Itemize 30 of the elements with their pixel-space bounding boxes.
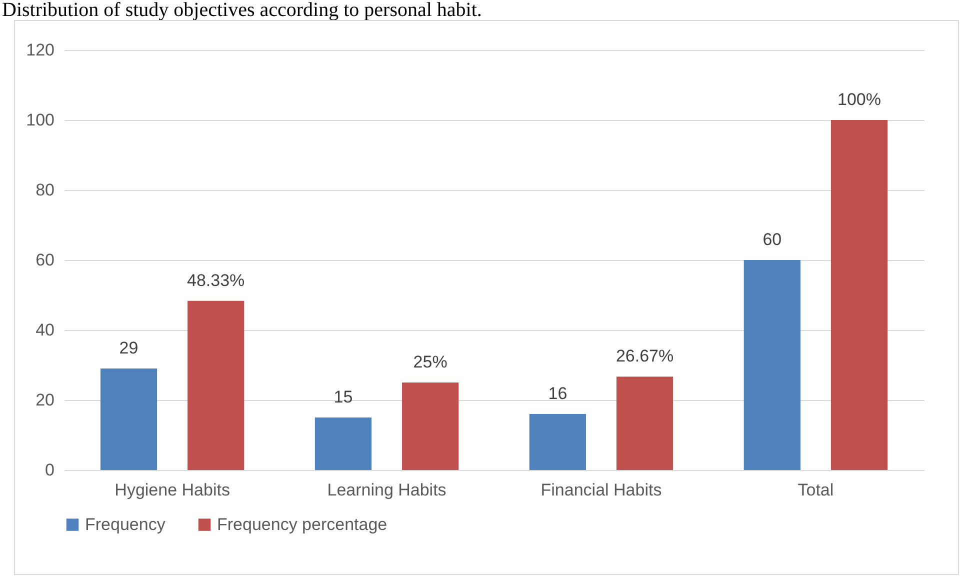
bar: [188, 300, 244, 470]
y-tick-label: 20: [36, 390, 54, 410]
data-label: 100%: [837, 90, 881, 109]
bar: [402, 382, 459, 470]
legend-label: Frequency percentage: [217, 514, 388, 534]
bar: [830, 120, 888, 470]
y-tick-label: 40: [36, 320, 54, 340]
chart-title: Distribution of study objectives according to personal habit.: [1, 0, 483, 21]
bar: [100, 368, 158, 470]
bar: [616, 376, 674, 470]
data-label: 16: [548, 384, 568, 403]
data-label: 29: [119, 338, 138, 358]
data-label: 25%: [413, 352, 448, 372]
x-tick-label: Financial Habits: [540, 480, 662, 500]
bar: [529, 414, 586, 470]
bar: [744, 260, 800, 470]
bar: [314, 418, 372, 470]
y-tick-label: 120: [26, 40, 54, 60]
x-tick-label: Learning Habits: [327, 480, 446, 500]
data-label: 60: [762, 230, 782, 249]
data-label: 26.67%: [616, 346, 674, 366]
data-label: 15: [334, 388, 353, 406]
x-tick-label: Total: [798, 480, 834, 500]
x-tick-label: Hygiene Habits: [114, 480, 230, 500]
data-label: 48.33%: [187, 270, 245, 290]
y-tick-label: 0: [45, 460, 54, 480]
legend-label: Frequency: [85, 514, 166, 534]
y-tick-label: 80: [36, 180, 54, 200]
y-tick-label: 100: [26, 110, 54, 130]
y-tick-label: 60: [36, 250, 54, 270]
